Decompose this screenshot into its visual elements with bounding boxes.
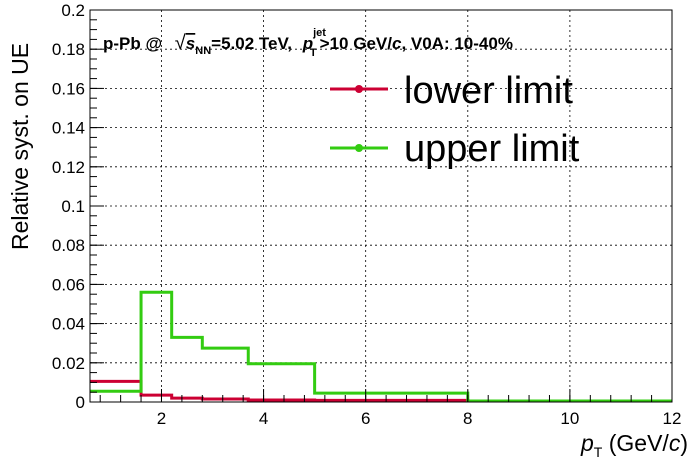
legend-label-lower: lower limit (404, 70, 573, 112)
y-axis-label: Relative syst. on UE (7, 43, 33, 250)
title-energy: =5.02 TeV, (211, 34, 297, 53)
x-axis-label-c: c (669, 430, 681, 456)
y-tick-label: 0.2 (61, 1, 85, 20)
y-tick-label: 0.14 (52, 119, 85, 138)
legend-marker-lower (355, 85, 363, 93)
y-tick-label: 0.16 (52, 79, 85, 98)
grid-lines (90, 10, 672, 402)
title-p-sup: jet (312, 27, 326, 39)
series-line-lower-limit (90, 379, 672, 403)
title-prefix: p-Pb @ (103, 34, 167, 53)
x-tick-label: 4 (259, 409, 268, 428)
title-p: p (302, 34, 313, 53)
title-cut: >10 GeV/ (320, 34, 393, 53)
title-sqrt: √ (175, 32, 186, 54)
y-tick-label: 0.12 (52, 158, 85, 177)
x-tick-label: 12 (663, 409, 682, 428)
y-tick-label: 0.1 (61, 197, 85, 216)
y-tick-label: 0.04 (52, 315, 85, 334)
y-tick-label: 0.02 (52, 354, 85, 373)
x-tick-label: 6 (361, 409, 370, 428)
y-tick-label: 0 (76, 393, 85, 412)
x-axis-label-post: ) (680, 430, 688, 456)
x-tick-label: 8 (463, 409, 472, 428)
x-axis-label: pT (GeV/c) (580, 430, 688, 460)
x-axis-label-sub: T (594, 444, 603, 460)
title-s-sub: NN (195, 45, 211, 57)
axis-ticks: 0 0.02 0.04 0.06 0.08 0.1 0.12 0.14 0.16 0.18 0.2 2… (52, 1, 682, 428)
legend-label-upper: upper limit (404, 128, 580, 170)
series-layer (90, 290, 672, 403)
title-c: c (392, 34, 402, 53)
legend-marker-upper (355, 144, 363, 152)
y-tick-label: 0.06 (52, 275, 85, 294)
title-p-sub: T (310, 47, 317, 59)
series-line-upper-limit (90, 290, 672, 403)
legend: lower limit upper limit (330, 70, 580, 170)
title-tail: , V0A: 10-40% (401, 34, 513, 53)
x-tick-label: 10 (560, 409, 579, 428)
title-s: s (186, 34, 195, 53)
chart-title: p-Pb @ √sNN=5.02 TeV, pjet T >10 GeV/c, V0… (103, 27, 513, 59)
x-axis-label-pre: (GeV/ (602, 430, 669, 456)
x-axis-label-p: p (580, 430, 594, 456)
y-tick-label: 0.18 (52, 40, 85, 59)
x-tick-label: 2 (157, 409, 166, 428)
y-tick-label: 0.08 (52, 236, 85, 255)
